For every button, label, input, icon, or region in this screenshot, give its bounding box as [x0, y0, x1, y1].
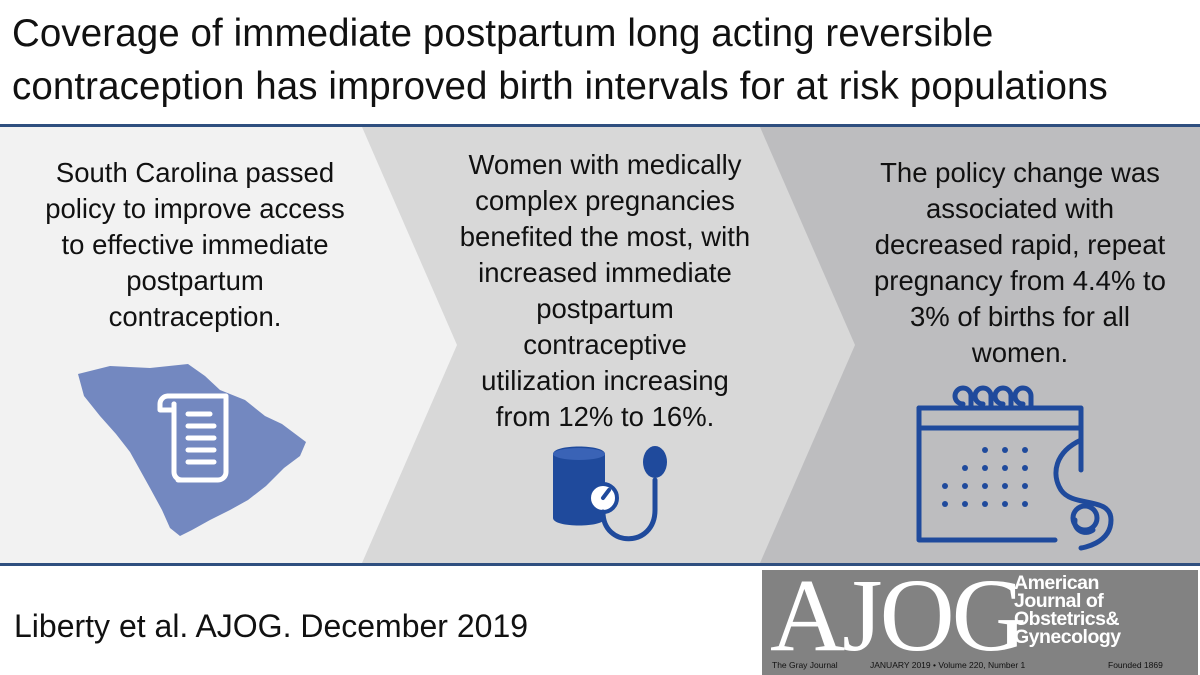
- panel-1-text: South Carolina passed policy to improve …: [10, 155, 380, 335]
- panel-3-line: pregnancy from 4.4% to: [874, 265, 1166, 296]
- panel-2-text: Women with medically complex pregnancies…: [420, 147, 790, 435]
- document-scroll-icon: [157, 393, 229, 483]
- journal-tagline: The Gray Journal: [772, 660, 838, 670]
- panel-2-line: utilization increasing: [481, 365, 729, 396]
- panel-2-line: complex pregnancies: [475, 185, 735, 216]
- journal-acronym: AJOG: [770, 570, 1027, 673]
- panel-3-line: decreased rapid, repeat: [874, 229, 1166, 260]
- panel-2-line: contraceptive: [523, 329, 687, 360]
- blood-pressure-cuff-icon: [553, 446, 667, 542]
- journal-name-line: Gynecology: [1014, 626, 1121, 648]
- panel-1-line: postpartum: [126, 265, 264, 296]
- title-line-1: Coverage of immediate postpartum long ac…: [12, 12, 994, 55]
- journal-name-line: American: [1014, 572, 1099, 594]
- panel-3-text: The policy change was associated with de…: [835, 155, 1200, 371]
- panel-2-line: postpartum: [536, 293, 674, 324]
- journal-founded: Founded 1869: [1108, 660, 1163, 670]
- panel-1-bg: [0, 127, 457, 563]
- citation: Liberty et al. AJOG. December 2019: [14, 608, 529, 644]
- panel-3-line: women.: [971, 337, 1069, 368]
- panel-3-line: 3% of births for all: [909, 301, 1131, 332]
- panel-3-line: associated with: [925, 193, 1114, 224]
- panel-1-line: contraception.: [108, 301, 282, 332]
- journal-cover-logo: AJOG American Journal of Obstetrics& Gyn…: [762, 570, 1198, 675]
- top-divider: [0, 124, 1200, 127]
- panel-1-line: South Carolina passed: [55, 157, 335, 188]
- south-carolina-map-icon: [78, 364, 306, 536]
- calendar-pregnancy-icon: [916, 385, 1114, 551]
- panel-2-line: benefited the most, with: [459, 221, 751, 252]
- panel-1-line: to effective immediate: [61, 229, 329, 260]
- journal-issue: JANUARY 2019 • Volume 220, Number 1: [870, 660, 1026, 670]
- panel-2-line: increased immediate: [478, 257, 732, 288]
- header: Coverage of immediate postpartum long ac…: [0, 0, 1200, 124]
- panel-2-line: Women with medically: [468, 149, 742, 180]
- bottom-divider: [0, 563, 1200, 566]
- panel-1-line: policy to improve access: [45, 193, 345, 224]
- title-line-2: contraception has improved birth interva…: [12, 65, 1108, 108]
- journal-name-line: Journal of: [1014, 590, 1104, 612]
- panel-2-line: from 12% to 16%.: [495, 401, 715, 432]
- panel-3-line: The policy change was: [880, 157, 1160, 188]
- calendar-dots: [942, 447, 1028, 507]
- journal-name-line: Obstetrics&: [1014, 608, 1120, 630]
